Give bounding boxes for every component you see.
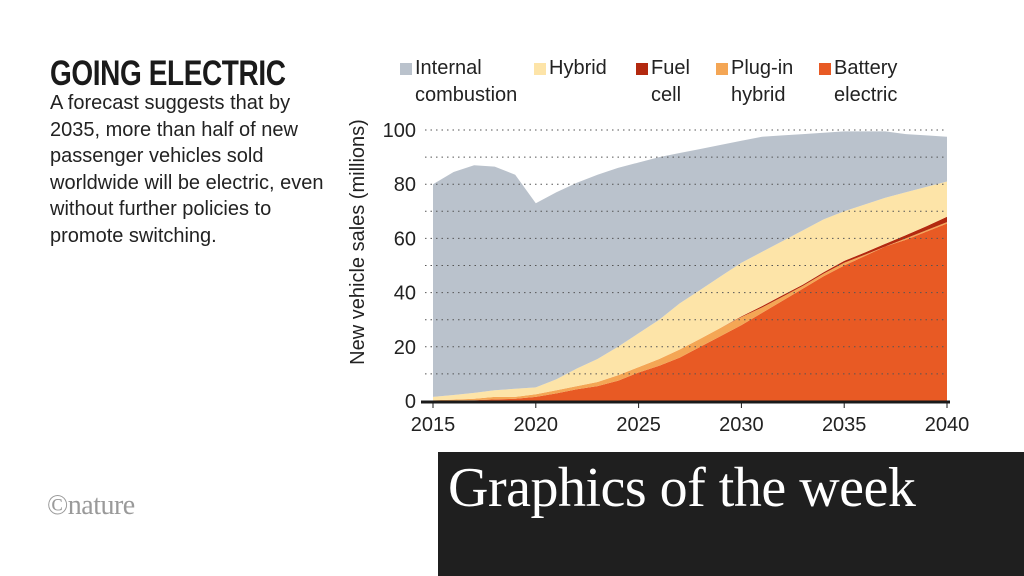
- legend-swatch: [534, 63, 546, 75]
- banner: Graphics of the week: [438, 452, 1024, 576]
- legend-swatch: [819, 63, 831, 75]
- y-tick-label: 60: [394, 228, 416, 250]
- y-tick-label: 40: [394, 283, 416, 305]
- legend-label: hybrid: [731, 84, 786, 106]
- banner-text: Graphics of the week: [448, 457, 916, 519]
- legend-swatch: [636, 63, 648, 75]
- legend-label: Internal: [415, 57, 482, 79]
- nature-logo: ©nature: [47, 490, 135, 521]
- chart-title: GOING ELECTRIC: [50, 54, 286, 93]
- y-tick-label: 100: [383, 120, 416, 142]
- x-tick-label: 2015: [411, 414, 456, 436]
- x-tick-label: 2035: [822, 414, 867, 436]
- area-hybrid: [433, 181, 947, 401]
- legend-label: Fuel: [651, 57, 690, 79]
- legend-plug-in-hybrid: Plug-in hybrid: [716, 55, 794, 109]
- legend-label: cell: [651, 84, 682, 106]
- legend-swatch: [400, 63, 412, 75]
- y-tick-label: 20: [394, 337, 416, 359]
- legend-label: electric: [834, 84, 898, 106]
- legend-hybrid: Hybrid: [534, 55, 607, 82]
- x-tick-label: 2040: [925, 414, 970, 436]
- legend-label: Battery: [834, 57, 898, 79]
- x-tick-label: 2025: [616, 414, 661, 436]
- legend-fuel-cell: Fuel cell: [636, 55, 690, 109]
- legend-label: Hybrid: [549, 57, 607, 79]
- legend-label: Plug-in: [731, 57, 794, 79]
- area-battery-electric: [433, 223, 947, 401]
- chart-description: A forecast suggests that by 2035, more t…: [50, 92, 324, 247]
- area-internal-combustion: [433, 131, 947, 397]
- x-tick-label: 2020: [514, 414, 559, 436]
- y-tick-label: 80: [394, 174, 416, 196]
- legend-internal-combustion: Internal combustion: [400, 55, 518, 109]
- legend-battery-electric: Battery electric: [819, 55, 898, 109]
- legend-label: combustion: [415, 84, 518, 106]
- legend-swatch: [716, 63, 728, 75]
- y-tick-label: 0: [405, 391, 416, 413]
- y-axis-label: New vehicle sales (millions): [347, 119, 369, 365]
- x-tick-label: 2030: [719, 414, 764, 436]
